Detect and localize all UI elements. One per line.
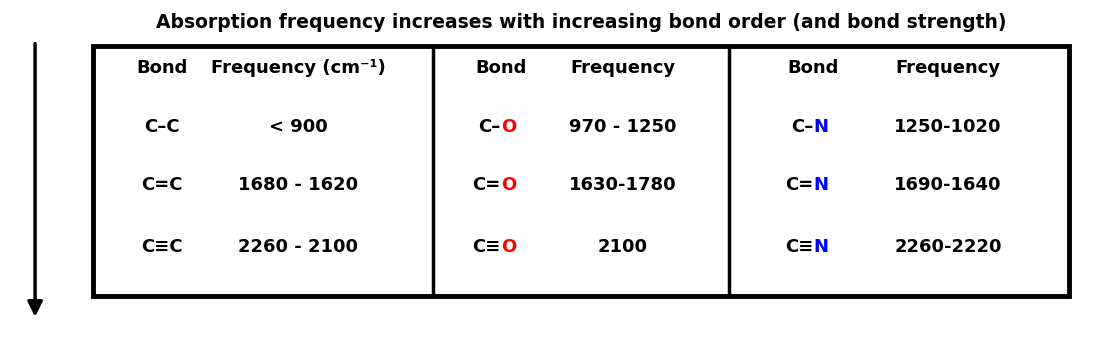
- Text: O: O: [501, 238, 516, 255]
- Text: 2260 - 2100: 2260 - 2100: [238, 238, 358, 255]
- Text: C=: C=: [472, 176, 501, 194]
- Text: 1680 - 1620: 1680 - 1620: [238, 176, 358, 194]
- Text: Frequency: Frequency: [570, 59, 675, 77]
- Text: C=: C=: [785, 176, 813, 194]
- Text: C≡: C≡: [785, 238, 813, 255]
- Text: Bond: Bond: [476, 59, 526, 77]
- Text: Frequency: Frequency: [895, 59, 1001, 77]
- Text: C–C: C–C: [145, 119, 180, 136]
- Text: O: O: [501, 176, 516, 194]
- Text: C=C: C=C: [141, 176, 183, 194]
- Text: 2260-2220: 2260-2220: [894, 238, 1002, 255]
- Text: C–: C–: [791, 119, 813, 136]
- Text: O: O: [501, 119, 516, 136]
- Text: 970 - 1250: 970 - 1250: [569, 119, 676, 136]
- Text: < 900: < 900: [269, 119, 328, 136]
- Text: 1690-1640: 1690-1640: [894, 176, 1002, 194]
- Text: 2100: 2100: [597, 238, 648, 255]
- Text: Bond: Bond: [788, 59, 838, 77]
- Text: N: N: [813, 119, 829, 136]
- Text: 1630-1780: 1630-1780: [569, 176, 676, 194]
- Text: 1250-1020: 1250-1020: [894, 119, 1002, 136]
- Text: Bond: Bond: [137, 59, 187, 77]
- Text: Absorption frequency increases with increasing bond order (and bond strength): Absorption frequency increases with incr…: [156, 13, 1006, 32]
- Text: Frequency (cm⁻¹): Frequency (cm⁻¹): [210, 59, 386, 77]
- Text: C–: C–: [479, 119, 501, 136]
- Text: C≡: C≡: [472, 238, 501, 255]
- Text: N: N: [813, 238, 829, 255]
- Text: N: N: [813, 176, 829, 194]
- Text: C≡C: C≡C: [141, 238, 183, 255]
